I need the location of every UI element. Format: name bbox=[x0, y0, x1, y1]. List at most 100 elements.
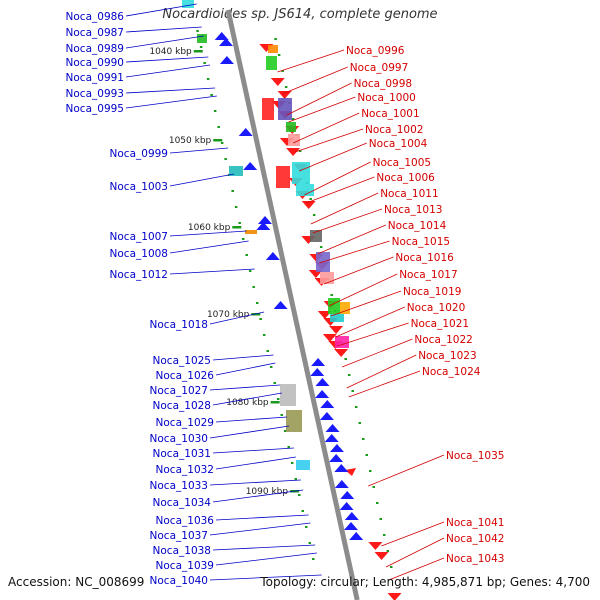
left-leader-line bbox=[125, 26, 202, 33]
left-gene-label: Noca_1032 bbox=[156, 464, 214, 476]
right-leader-line bbox=[348, 370, 421, 398]
tick-mark bbox=[294, 478, 297, 480]
reverse-gene-arrow bbox=[334, 349, 349, 357]
right-gene-label: Noca_1015 bbox=[392, 236, 450, 248]
gene-feature-block bbox=[268, 45, 278, 53]
gene-feature-block bbox=[320, 272, 334, 284]
reverse-gene-arrow bbox=[387, 593, 402, 600]
right-gene-label: Noca_1004 bbox=[369, 138, 428, 150]
tick-mark bbox=[283, 430, 287, 432]
right-gene-label: Noca_1002 bbox=[365, 124, 423, 136]
left-leader-line bbox=[215, 552, 317, 566]
tick-mark bbox=[309, 198, 312, 200]
right-gene-label: Noca_1001 bbox=[361, 108, 419, 120]
tick-mark bbox=[284, 86, 288, 88]
tick-mark bbox=[196, 30, 199, 32]
right-gene-label: Noca_1023 bbox=[418, 350, 476, 362]
tick-mark bbox=[330, 294, 333, 296]
left-leader-line bbox=[209, 425, 290, 439]
right-leader-line bbox=[381, 521, 445, 547]
right-leader-line bbox=[288, 96, 356, 123]
tick-mark bbox=[280, 414, 283, 416]
right-gene-label: Noca_1014 bbox=[388, 220, 447, 232]
tick-mark bbox=[276, 398, 280, 400]
tick-mark bbox=[234, 206, 238, 208]
right-leader-line bbox=[328, 273, 398, 307]
right-leader-line bbox=[319, 240, 390, 264]
left-gene-label: Noca_0990 bbox=[66, 57, 124, 69]
forward-gene-arrow bbox=[349, 532, 364, 540]
left-gene-label: Noca_1008 bbox=[110, 248, 168, 260]
accession-value: NC_008699 bbox=[75, 575, 145, 589]
tick-mark bbox=[390, 566, 393, 568]
left-leader-line bbox=[125, 95, 217, 109]
right-leader-line bbox=[388, 557, 445, 581]
tick-mark bbox=[290, 462, 294, 464]
gene-feature-block bbox=[328, 298, 340, 314]
forward-gene-arrow bbox=[273, 301, 288, 309]
gene-feature-block bbox=[340, 302, 350, 314]
tick-mark bbox=[301, 510, 304, 512]
tick-mark bbox=[248, 270, 252, 272]
gene-feature-block bbox=[229, 166, 243, 176]
right-leader-line bbox=[304, 161, 371, 196]
gene-feature-block bbox=[292, 162, 310, 184]
left-leader-line bbox=[169, 230, 247, 237]
tick-mark bbox=[358, 422, 361, 424]
forward-gene-arrow bbox=[339, 502, 354, 510]
tick-mark bbox=[287, 446, 290, 448]
forward-gene-arrow bbox=[315, 390, 330, 398]
left-leader-line bbox=[209, 384, 281, 391]
tick-mark bbox=[298, 150, 302, 152]
right-gene-label: Noca_1013 bbox=[384, 204, 442, 216]
left-leader-line bbox=[215, 514, 309, 521]
reverse-gene-arrow bbox=[322, 334, 337, 342]
gene-feature-block bbox=[280, 384, 296, 406]
left-leader-line bbox=[212, 392, 282, 406]
left-leader-line bbox=[209, 574, 322, 581]
tick-mark bbox=[245, 254, 248, 256]
left-leader-line bbox=[169, 173, 234, 187]
right-leader-line bbox=[368, 454, 445, 487]
left-gene-label: Noca_1033 bbox=[150, 480, 208, 492]
forward-gene-arrow bbox=[334, 464, 349, 472]
left-leader-line bbox=[125, 87, 216, 94]
left-gene-label: Noca_1031 bbox=[153, 448, 211, 460]
right-gene-label: Noca_1017 bbox=[399, 269, 457, 281]
topology-info: Topology: circular; Length: 4,985,871 bp… bbox=[260, 575, 590, 589]
gene-feature-block bbox=[276, 166, 290, 188]
tick-mark bbox=[281, 70, 284, 72]
left-leader-line bbox=[212, 489, 304, 503]
tick-mark bbox=[305, 526, 308, 528]
right-gene-label: Noca_1043 bbox=[446, 553, 504, 565]
tick-mark bbox=[319, 246, 323, 248]
right-leader-line bbox=[342, 338, 413, 368]
forward-gene-arrow bbox=[243, 162, 258, 170]
tick-mark bbox=[266, 350, 269, 352]
gene-feature-block bbox=[262, 98, 274, 120]
left-gene-label: Noca_0995 bbox=[66, 103, 124, 115]
right-gene-label: Noca_0997 bbox=[350, 62, 408, 74]
left-leader-line bbox=[209, 522, 311, 536]
forward-gene-arrow bbox=[334, 480, 349, 488]
forward-gene-arrow bbox=[311, 358, 326, 366]
reverse-gene-arrow bbox=[286, 148, 301, 156]
kbp-label: 1050 kbp bbox=[169, 136, 212, 146]
left-leader-line bbox=[169, 268, 255, 275]
right-leader-line bbox=[277, 49, 345, 73]
tick-mark bbox=[231, 190, 234, 192]
left-leader-line bbox=[125, 35, 204, 49]
tick-mark bbox=[213, 110, 217, 112]
right-gene-label: Noca_1000 bbox=[357, 92, 415, 104]
right-gene-label: Noca_1020 bbox=[407, 302, 465, 314]
right-gene-label: Noca_1006 bbox=[376, 172, 435, 184]
tick-mark bbox=[312, 214, 316, 216]
right-gene-label: Noca_0998 bbox=[354, 78, 412, 90]
tick-mark bbox=[291, 118, 295, 120]
tick-mark bbox=[297, 494, 301, 496]
left-gene-label: Noca_0999 bbox=[110, 148, 168, 160]
forward-gene-arrow bbox=[238, 128, 253, 136]
left-gene-label: Noca_1025 bbox=[153, 355, 211, 367]
right-gene-label: Noca_1019 bbox=[403, 286, 461, 298]
left-gene-label: Noca_1038 bbox=[153, 545, 211, 557]
